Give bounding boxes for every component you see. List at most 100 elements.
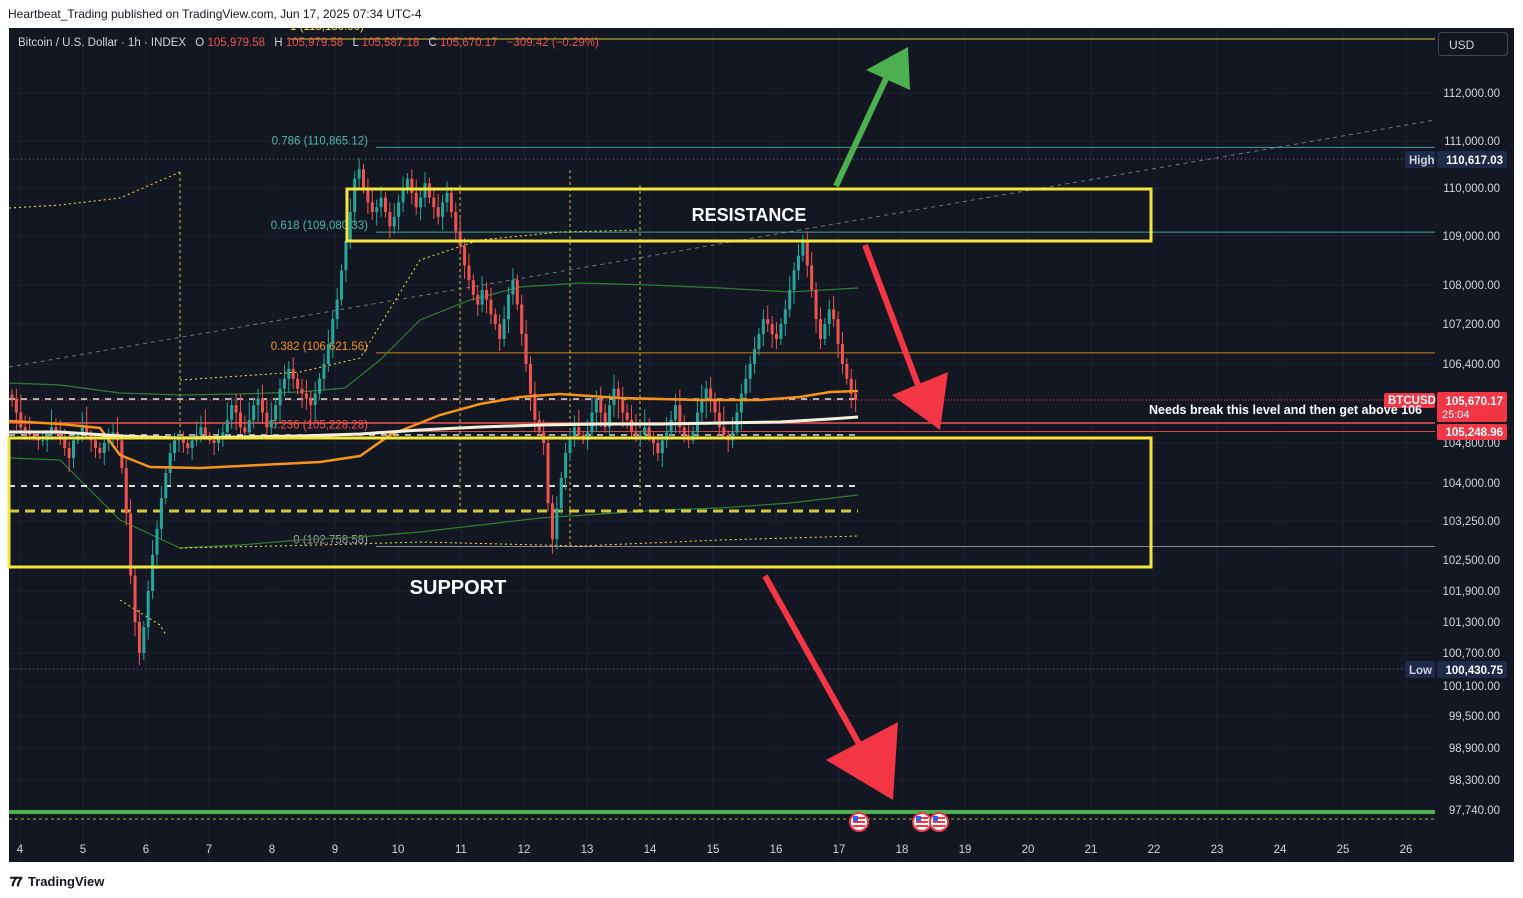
- candle-body: [441, 202, 445, 217]
- candle-body: [348, 212, 352, 241]
- candle-body: [717, 412, 721, 428]
- legend-c-value: 105,670.17: [440, 37, 498, 49]
- price-axis[interactable]: 112,000.00 111,000.00 110,000.00 109,000.00…: [1442, 88, 1500, 817]
- time-tick-label: 20: [1022, 844, 1035, 856]
- candle-body: [199, 427, 203, 435]
- candle-body: [739, 393, 743, 413]
- chart-panel[interactable]: [9, 28, 1514, 862]
- resistance-label: RESISTANCE: [692, 205, 807, 225]
- candle-body: [709, 388, 713, 399]
- legend-l-value: 105,587.18: [362, 37, 420, 49]
- candle-body: [608, 405, 612, 428]
- flag-stripe: [933, 825, 945, 827]
- candle-body: [155, 528, 159, 555]
- currency-button[interactable]: USD: [1438, 32, 1508, 56]
- event-markers[interactable]: [849, 812, 949, 832]
- legend-o-label: O: [195, 37, 204, 49]
- candle-body: [678, 405, 682, 428]
- price-tick-label: 99,500.00: [1449, 711, 1500, 723]
- candle-body: [643, 427, 647, 435]
- time-tick-label: 24: [1274, 844, 1287, 856]
- candle-body: [344, 240, 348, 271]
- candle-body: [137, 622, 141, 653]
- candle-body: [630, 419, 634, 433]
- flag-stripe: [853, 825, 865, 827]
- last-price-bg: [1437, 392, 1507, 422]
- candle-body: [291, 368, 295, 379]
- candle-body: [322, 364, 326, 379]
- candle-body: [814, 289, 818, 320]
- green-arrow-shaft: [833, 68, 893, 188]
- candle-body: [151, 554, 155, 591]
- candle-body: [419, 197, 423, 208]
- time-tick-label: 9: [332, 844, 338, 856]
- candle-body: [471, 280, 475, 295]
- time-tick-label: 6: [143, 844, 149, 856]
- candle-body: [212, 440, 216, 443]
- candle-body: [326, 344, 330, 364]
- candle-body: [713, 398, 717, 413]
- tradingview-mark-icon: 𝟕𝟕: [10, 874, 22, 889]
- price-tick-label: 111,000.00: [1444, 136, 1500, 148]
- candle-body: [827, 309, 831, 324]
- candle-body: [247, 419, 251, 433]
- candle-body: [810, 265, 814, 290]
- time-axis[interactable]: 4 5 6 7 8 9 10 11 12 13 14 15 16 17 18 19 20 21 22 23 24 25 26: [17, 844, 1413, 856]
- candle-body: [845, 364, 849, 379]
- candle-body: [269, 419, 273, 428]
- ma-orange: [9, 389, 859, 470]
- candle-body: [14, 398, 18, 413]
- candle-body: [217, 437, 221, 443]
- flag-canton: [933, 816, 938, 821]
- flag-canton: [916, 816, 921, 821]
- candle-body: [331, 319, 335, 344]
- candle-body: [520, 304, 524, 334]
- indicator-bands: [9, 170, 859, 636]
- candle-body: [823, 324, 827, 339]
- candle-body: [621, 398, 625, 413]
- candle-body: [234, 405, 238, 413]
- candle-body: [656, 443, 660, 453]
- time-tick-label: 17: [833, 844, 846, 856]
- candle-body: [555, 508, 559, 540]
- low-tag-bg: [1405, 661, 1435, 678]
- price-tick-label: 110,000.00: [1443, 183, 1500, 195]
- candle-body: [296, 378, 300, 389]
- time-tick-label: 5: [80, 844, 86, 856]
- candle-body: [54, 427, 58, 433]
- candle-body: [23, 427, 27, 433]
- candle-body: [625, 412, 629, 420]
- time-tick-label: 13: [581, 844, 594, 856]
- tradingview-logo[interactable]: 𝟕𝟕 TradingView: [10, 874, 104, 890]
- annotation-text: Needs break this level and then get abov…: [1149, 403, 1422, 417]
- time-tick-label: 12: [518, 844, 531, 856]
- candle-body: [129, 513, 133, 576]
- candle-body: [493, 314, 497, 324]
- candle-body: [849, 378, 853, 394]
- candle-body: [41, 440, 45, 442]
- support-box: [7, 436, 1153, 569]
- candle-body: [410, 178, 414, 193]
- price-tick-label: 108,000.00: [1442, 280, 1500, 292]
- candle-body: [414, 192, 418, 208]
- price-tick-label: 101,900.00: [1442, 586, 1500, 598]
- low-tag: Low: [1409, 665, 1432, 677]
- flag-stripe: [853, 817, 865, 819]
- time-tick-label: 15: [707, 844, 720, 856]
- lower-band: [9, 457, 859, 549]
- grid-lines: [9, 28, 1435, 862]
- candle-body: [515, 280, 519, 305]
- price-tick-label: 100,100.00: [1442, 681, 1500, 693]
- candle-body: [766, 319, 770, 324]
- candle-body: [722, 427, 726, 435]
- candle-body: [190, 440, 194, 448]
- arrows: [762, 47, 948, 800]
- candle-body: [32, 434, 36, 438]
- candle-body: [124, 468, 128, 514]
- candle-body: [313, 393, 317, 406]
- high-tag-bg: [1405, 151, 1435, 168]
- candle-body: [300, 388, 304, 394]
- candle-body: [405, 178, 409, 188]
